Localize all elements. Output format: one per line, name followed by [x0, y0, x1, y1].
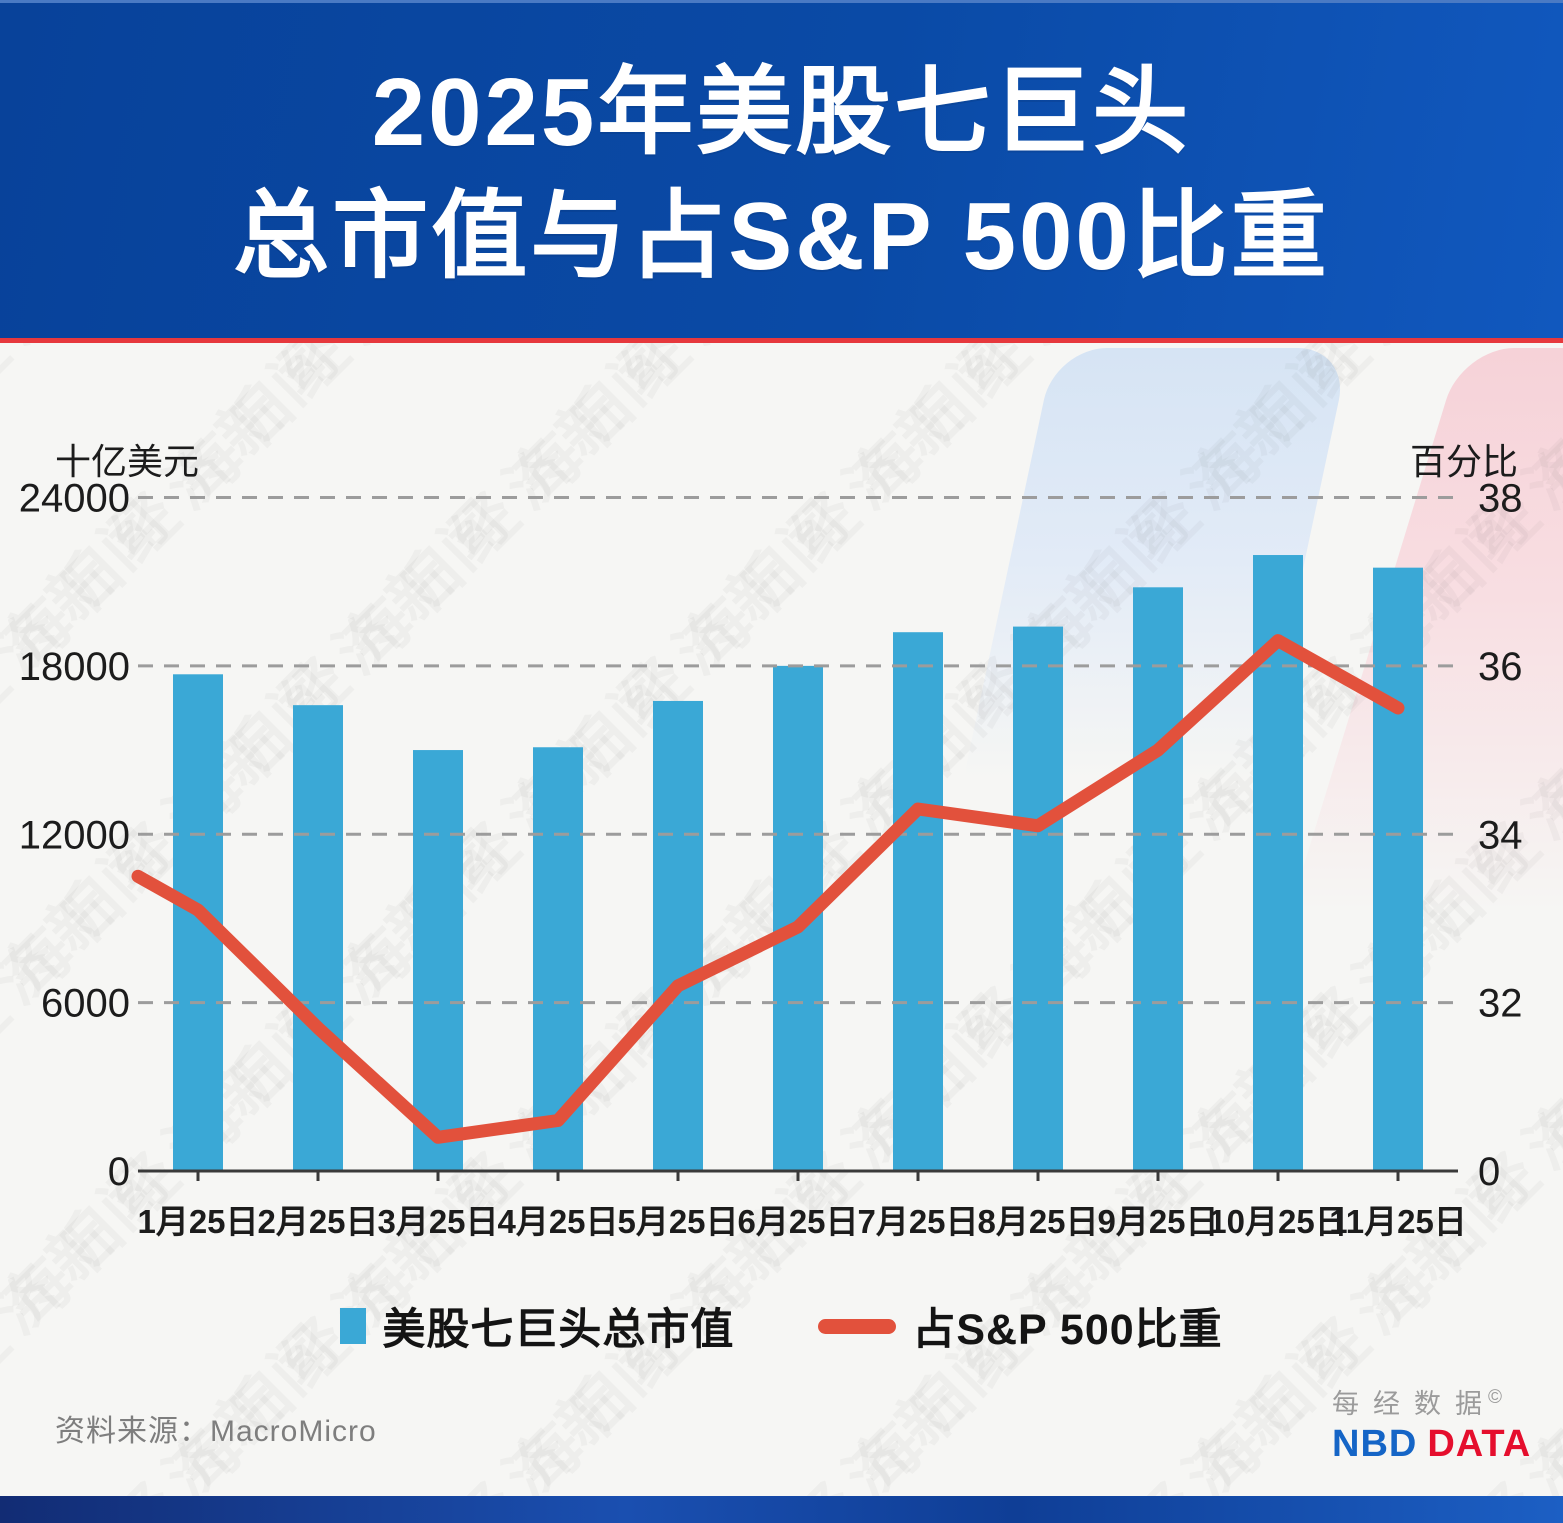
bar	[1013, 626, 1063, 1171]
x-axis-category-label: 2月25日	[257, 1203, 378, 1240]
bottom-blue-strip	[0, 1496, 1563, 1523]
bar	[413, 750, 463, 1171]
right-axis-title: 百分比	[1409, 441, 1518, 482]
legend-label-marketcap: 美股七巨头总市值	[382, 1306, 735, 1354]
pct-line	[131, 634, 1405, 1144]
page-title-line2: 总市值与占S&P 500比重	[233, 183, 1330, 290]
legend-item-weight: 占S&P 500比重	[818, 1295, 1222, 1357]
left-axis-tick-label: 0	[108, 1150, 130, 1194]
x-axis-category-label: 10月25日	[1208, 1203, 1347, 1240]
bar-series-swatch-icon	[340, 1308, 367, 1344]
x-axis-category-label: 8月25日	[977, 1203, 1098, 1240]
legend-label-weight: 占S&P 500比重	[912, 1306, 1223, 1354]
header-red-divider	[0, 338, 1563, 343]
x-axis-category-label: 6月25日	[737, 1203, 858, 1240]
x-axis-category-label: 3月25日	[377, 1203, 498, 1240]
x-axis-category-label: 5月25日	[617, 1203, 738, 1240]
right-axis-tick-label: 34	[1478, 813, 1523, 857]
x-axis-category-label: 9月25日	[1097, 1203, 1218, 1240]
right-axis-tick-label: 32	[1478, 982, 1523, 1026]
x-axis-category-label: 1月25日	[137, 1203, 258, 1240]
legend-item-marketcap: 美股七巨头总市值	[340, 1295, 734, 1357]
bar	[1373, 567, 1423, 1171]
left-axis-tick-label: 18000	[19, 645, 130, 689]
line-series-swatch-icon	[818, 1318, 897, 1334]
nbd-data-logo: 每经数据© NBD DATA	[1332, 1388, 1531, 1463]
bar	[293, 705, 343, 1171]
x-axis-category-label: 4月25日	[497, 1203, 618, 1240]
left-axis-tick-label: 6000	[41, 982, 130, 1026]
left-axis-title: 十亿美元	[55, 441, 200, 482]
bar	[653, 700, 703, 1171]
x-axis-category-label: 7月25日	[857, 1203, 978, 1240]
header-banner: 2025年美股七巨头 总市值与占S&P 500比重	[0, 0, 1563, 338]
left-axis-tick-label: 12000	[19, 813, 130, 857]
x-axis-category-label: 11月25日	[1329, 1203, 1467, 1240]
page-title-line1: 2025年美股七巨头	[371, 59, 1192, 166]
right-axis-tick-label: 0	[1478, 1150, 1500, 1194]
data-source-note: 资料来源：MacroMicro	[55, 1415, 377, 1448]
right-axis-tick-label: 36	[1478, 645, 1523, 689]
bar	[893, 632, 943, 1171]
chart-legend: 美股七巨头总市值 占S&P 500比重	[0, 1296, 1563, 1356]
copyright-icon: ©	[1488, 1387, 1502, 1408]
right-axis-tick-label: 38	[1478, 477, 1523, 521]
bar	[1133, 587, 1183, 1171]
left-axis-tick-label: 24000	[19, 477, 130, 521]
nbd-logo-english: NBD DATA	[1332, 1423, 1532, 1465]
nbd-logo-chinese: 每经数据©	[1332, 1387, 1502, 1419]
